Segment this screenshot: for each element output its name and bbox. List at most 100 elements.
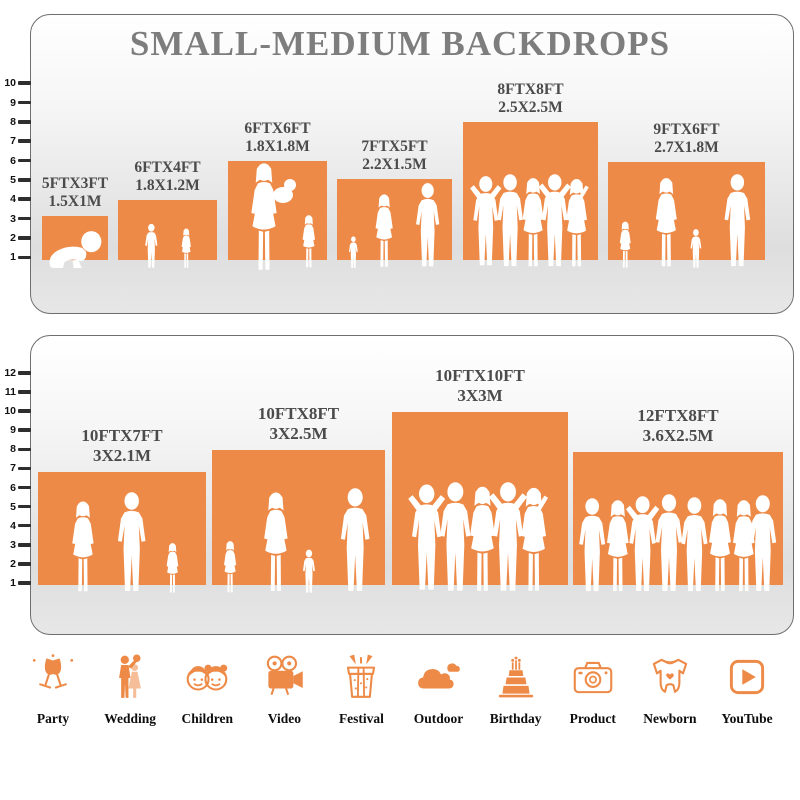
axis-tick <box>18 428 31 432</box>
axis-tick-label: 7 <box>10 135 16 148</box>
axis-tick-label: 5 <box>10 500 16 513</box>
wedding-icon <box>119 654 142 698</box>
axis-tick <box>18 485 31 490</box>
size-meters: 2.5X2.5M <box>498 99 563 117</box>
backdrop-size-label: 9FTX6FT 2.7X1.8M <box>653 121 719 158</box>
axis-tick <box>18 562 31 566</box>
backdrop-box-9ftx6ft <box>608 162 765 260</box>
figure-family-of-four-walking-lg <box>219 488 378 594</box>
category-video: Video <box>247 652 321 727</box>
backdrop-box-10ftx7ft <box>38 472 206 585</box>
axis-tick <box>18 255 31 260</box>
category-label: Birthday <box>489 711 542 726</box>
category-row: Party Wedding Children Video Festival Outdoor… <box>16 652 784 727</box>
axis-tick-label: 6 <box>10 154 16 167</box>
category-children: Children <box>170 652 244 727</box>
backdrop-box-12ftx8ft <box>573 452 783 585</box>
category-label: Festival <box>338 711 384 726</box>
axis-tick-label: 2 <box>10 231 16 244</box>
figure-family-of-four-walking <box>615 174 758 269</box>
category-birthday: Birthday <box>479 652 553 727</box>
axis-tick-label: 8 <box>10 115 16 128</box>
axis-tick <box>18 543 31 547</box>
newborn-icon <box>652 658 688 693</box>
figure-group-of-five-posing <box>405 482 555 594</box>
backdrop-box-6ftx6ft <box>228 161 327 260</box>
size-meters: 2.2X1.5M <box>362 156 427 174</box>
axis-tick-label: 2 <box>10 557 16 570</box>
figure-baby-crawling <box>49 231 102 269</box>
axis-tick <box>18 409 31 413</box>
category-label: Video <box>267 711 301 726</box>
size-meters: 1.5X1M <box>48 193 102 211</box>
birthday-icon <box>498 656 533 698</box>
category-label: Outdoor <box>413 711 464 726</box>
backdrop-box-10ftx8ft <box>212 450 385 585</box>
axis-tick-label: 10 <box>4 77 16 90</box>
backdrop-size-label: 12FTX8FT 3.6X2.5M <box>637 406 718 446</box>
axis-tick-label: 8 <box>10 443 16 456</box>
axis-tick <box>18 447 31 452</box>
axis-tick-label: 12 <box>4 366 16 379</box>
backdrop-size-label: 10FTX8FT 3X2.5M <box>258 404 339 444</box>
size-feet: 10FTX8FT <box>257 404 340 423</box>
figure-couple-with-girl <box>58 492 186 594</box>
size-feet: 12FTX8FT <box>637 406 719 425</box>
size-feet: 10FTX10FT <box>435 366 525 385</box>
axis-tick <box>18 504 31 509</box>
axis-tick <box>18 120 31 124</box>
axis-tick <box>18 139 31 143</box>
backdrop-box-7ftx5ft <box>337 179 452 260</box>
size-meters: 1.8X1.8M <box>245 138 310 156</box>
axis-tick-label: 5 <box>10 173 16 186</box>
size-meters: 1.8X1.2M <box>135 177 200 195</box>
backdrop-size-label: 8FTX8FT 2.5X2.5M <box>497 81 563 118</box>
category-youtube: YouTube <box>710 652 784 727</box>
category-label: YouTube <box>721 711 773 726</box>
category-newborn: Newborn <box>633 652 707 727</box>
category-wedding: Wedding <box>93 652 167 727</box>
size-feet: 9FTX6FT <box>653 121 720 138</box>
backdrop-size-label: 6FTX4FT 1.8X1.2M <box>134 159 200 196</box>
axis-tick <box>18 523 31 528</box>
category-festival: Festival <box>324 652 398 727</box>
axis-tick <box>18 178 31 182</box>
size-feet: 5FTX3FT <box>41 175 109 192</box>
axis-tick-label: 3 <box>10 212 16 225</box>
axis-tick-label: 4 <box>10 519 16 532</box>
axis-tick <box>18 81 31 85</box>
backdrop-box-8ftx8ft <box>463 122 598 260</box>
backdrop-size-label: 7FTX5FT 2.2X1.5M <box>361 138 427 175</box>
backdrop-size-label: 6FTX6FT 1.8X1.8M <box>244 120 310 157</box>
children-icon <box>186 663 229 691</box>
size-meters: 2.7X1.8M <box>654 139 719 157</box>
category-label: Newborn <box>643 711 697 726</box>
axis-tick-label: 9 <box>10 96 16 109</box>
figure-mother-holding-baby-with-girl <box>234 169 322 269</box>
size-meters: 3X2.1M <box>92 446 152 466</box>
video-icon <box>267 655 305 696</box>
size-feet: 6FTX4FT <box>134 159 201 176</box>
axis-tick <box>18 371 31 375</box>
figure-crowd-of-eight <box>573 494 783 594</box>
size-feet: 7FTX5FT <box>361 138 428 155</box>
size-meters: 3.6X2.5M <box>642 426 714 446</box>
size-feet: 6FTX6FT <box>244 120 311 137</box>
axis-tick <box>18 216 31 221</box>
outdoor-icon <box>417 663 460 689</box>
axis-tick <box>18 390 31 394</box>
size-meters: 3X2.5M <box>269 424 328 444</box>
axis-tick-label: 9 <box>10 424 16 437</box>
category-party: Party <box>16 652 90 727</box>
category-label: Wedding <box>104 711 156 726</box>
axis-tick <box>18 236 31 240</box>
axis-tick <box>18 158 31 163</box>
category-label: Party <box>36 711 70 726</box>
backdrop-size-label: 10FTX10FT 3X3M <box>435 366 525 406</box>
figure-group-of-five <box>467 174 594 269</box>
backdrop-size-label: 5FTX3FT 1.5X1M <box>42 175 108 212</box>
youtube-icon <box>729 659 765 695</box>
category-outdoor: Outdoor <box>402 652 476 727</box>
backdrop-box-6ftx4ft <box>118 200 217 260</box>
